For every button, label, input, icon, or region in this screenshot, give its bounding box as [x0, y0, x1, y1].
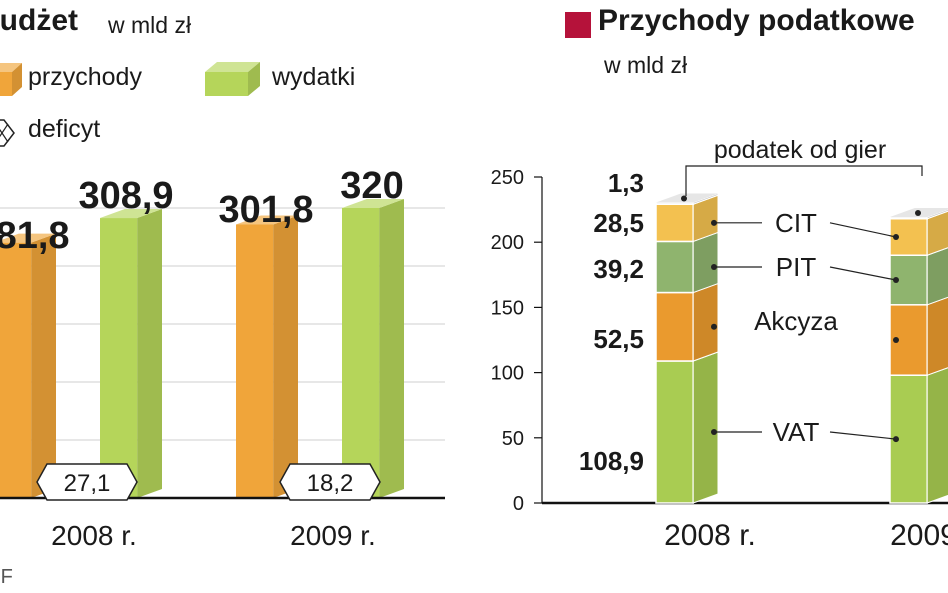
legend-expense-top-icon — [205, 62, 260, 72]
legend-revenue-side-icon — [12, 63, 22, 96]
revenue-bar-side — [273, 215, 298, 498]
left-chart-title: Budżet — [0, 4, 78, 37]
right-y-tick-label: 150 — [491, 297, 524, 319]
right-y-tick-label: 100 — [491, 363, 524, 385]
deficit-value-label: 27,1 — [64, 470, 111, 497]
right-y-tick-label: 200 — [491, 232, 524, 254]
expense-bar-side — [137, 209, 162, 498]
tax-segment-side — [692, 282, 719, 362]
tax-category-label: Akcyza — [754, 306, 838, 336]
legend-deficit-icon-cross-b — [0, 123, 9, 138]
revenue-value-label: 281,8 — [0, 215, 70, 257]
deficit-badge — [36, 463, 138, 501]
tax-value-label: 52,5 — [593, 324, 644, 354]
expense-bar-top — [100, 209, 162, 219]
right-x-tick-label: 2008 r. — [664, 519, 756, 552]
expense-value-label: 320 — [340, 165, 403, 207]
connector-line — [829, 431, 897, 440]
revenue-value-label: 301,8 — [218, 189, 313, 231]
expense-bar-front — [342, 208, 380, 498]
legend-label-expense: wydatki — [272, 63, 356, 91]
tax-segment-side — [926, 367, 948, 504]
tax-category-label: VAT — [773, 417, 820, 447]
legend-deficit-icon — [0, 119, 15, 147]
tax-category-label: CIT — [775, 208, 817, 238]
tax-segment-bar — [655, 360, 694, 504]
legend-expense-side-icon — [248, 62, 260, 96]
deficit-value-label: 18,2 — [307, 470, 354, 497]
tax-segment-side — [926, 296, 948, 376]
right-y-tick-label: 250 — [491, 167, 524, 189]
left-chart-subtitle: w mld zł — [108, 12, 192, 38]
tax-segment-side — [692, 351, 719, 504]
gaming-tax-bracket — [685, 165, 923, 196]
right-y-tick-label: 50 — [502, 428, 524, 450]
gaming-tax-dot — [915, 210, 921, 217]
right-x-tick-label: 2009 r. — [890, 519, 948, 552]
legend-revenue-top-icon — [0, 63, 22, 72]
tax-segment-bar — [655, 203, 694, 243]
revenue-bar-side — [31, 233, 56, 498]
left-x-tick-label: 2008 r. — [51, 520, 137, 551]
source-note: MF — [0, 566, 13, 588]
revenue-bar-top — [0, 233, 56, 243]
gaming-tax-callout: podatek od gier — [714, 136, 886, 164]
tax-segment-bar — [889, 216, 928, 220]
tax-value-label: 1,3 — [608, 168, 644, 198]
revenue-bar-front — [236, 224, 274, 498]
connector-line — [829, 222, 897, 238]
right-chart-subtitle: w mld zł — [604, 52, 688, 78]
connector-line — [829, 266, 897, 281]
expense-bar-top — [342, 199, 404, 208]
expense-bar-front — [100, 218, 138, 498]
maroon-legend-square-icon — [565, 12, 591, 38]
tax-value-label: 39,2 — [593, 254, 644, 284]
legend-label-deficit: deficyt — [28, 115, 101, 143]
revenue-bar-front — [0, 242, 32, 498]
tax-value-label: 108,9 — [579, 446, 644, 476]
right-chart-title: Przychody podatkowe — [598, 4, 915, 37]
connector-dot — [893, 337, 899, 343]
tax-segment-bar — [655, 201, 694, 206]
expense-bar-side — [379, 199, 404, 498]
revenue-bar-top — [236, 215, 298, 225]
tax-segment-bar — [655, 240, 694, 294]
tax-segment-side — [926, 247, 948, 306]
expense-value-label: 308,9 — [78, 175, 173, 217]
tax-stack-top — [656, 193, 718, 203]
right-y-tick-label: 0 — [513, 493, 524, 515]
legend-label-revenue: przychody — [28, 63, 142, 91]
left-x-tick-label: 2009 r. — [290, 520, 376, 551]
gaming-tax-dot — [681, 195, 687, 202]
tax-segment-side — [692, 231, 719, 294]
tax-value-label: 28,5 — [593, 208, 644, 238]
connector-dot — [711, 323, 717, 330]
tax-category-label: PIT — [776, 252, 817, 282]
tax-segment-bar — [655, 291, 694, 362]
legend-revenue-icon — [0, 72, 12, 96]
deficit-badge — [279, 463, 381, 501]
legend-expense-icon — [205, 72, 248, 96]
